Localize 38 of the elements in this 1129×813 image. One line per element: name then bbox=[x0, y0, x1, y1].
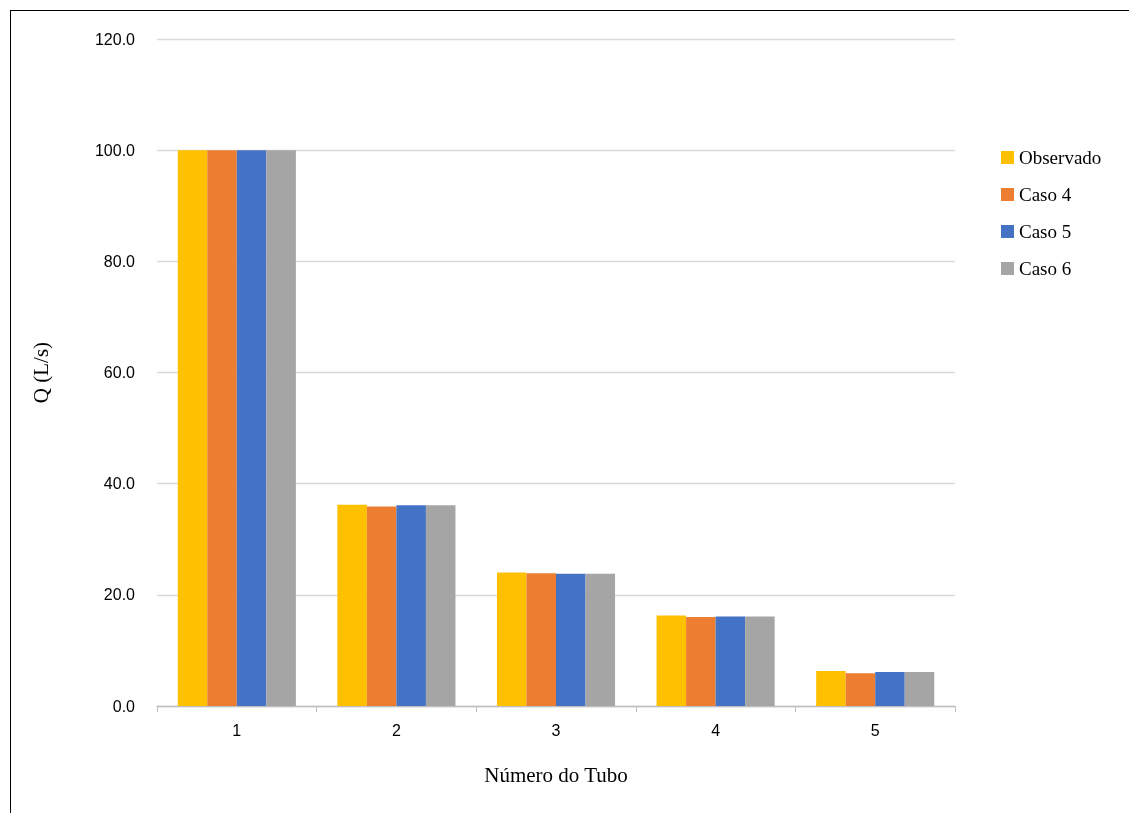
bar bbox=[396, 505, 426, 706]
y-axis-title: Q (L/s) bbox=[28, 341, 53, 404]
x-tick-label: 4 bbox=[711, 721, 721, 739]
y-tick-label: 100.0 bbox=[94, 141, 136, 159]
y-tick-label: 80.0 bbox=[103, 252, 136, 270]
x-tick-label: 2 bbox=[391, 721, 401, 739]
bar bbox=[904, 672, 935, 706]
legend-label: Caso 6 bbox=[1019, 258, 1072, 279]
y-tick-label: 120.0 bbox=[94, 30, 136, 48]
bar bbox=[816, 670, 846, 706]
x-tick-label: 3 bbox=[551, 721, 561, 739]
y-tick-label: 40.0 bbox=[103, 475, 136, 493]
bar bbox=[656, 615, 687, 706]
x-tick-label: 5 bbox=[870, 721, 880, 739]
bar bbox=[366, 506, 397, 706]
bar bbox=[845, 673, 876, 706]
bar bbox=[556, 573, 586, 706]
bar bbox=[715, 616, 746, 706]
bar bbox=[496, 572, 527, 706]
bar bbox=[425, 505, 456, 706]
bar bbox=[236, 150, 267, 706]
x-axis-title: Número do Tubo bbox=[484, 762, 628, 787]
y-tick-label: 60.0 bbox=[103, 364, 136, 381]
legend-label: Caso 4 bbox=[1019, 184, 1072, 205]
bar bbox=[585, 573, 616, 706]
y-tick-label: 0.0 bbox=[112, 697, 136, 715]
legend-label: Caso 5 bbox=[1019, 221, 1072, 242]
x-tick-label: 1 bbox=[232, 721, 242, 739]
bar bbox=[526, 573, 556, 706]
bar bbox=[745, 616, 775, 706]
bar bbox=[177, 150, 208, 706]
bar bbox=[337, 504, 367, 706]
y-tick-label: 20.0 bbox=[103, 586, 136, 604]
bar bbox=[686, 617, 716, 706]
bar bbox=[207, 150, 237, 706]
bar bbox=[266, 150, 296, 706]
bar bbox=[875, 672, 905, 706]
legend-label: Observado bbox=[1019, 147, 1102, 168]
